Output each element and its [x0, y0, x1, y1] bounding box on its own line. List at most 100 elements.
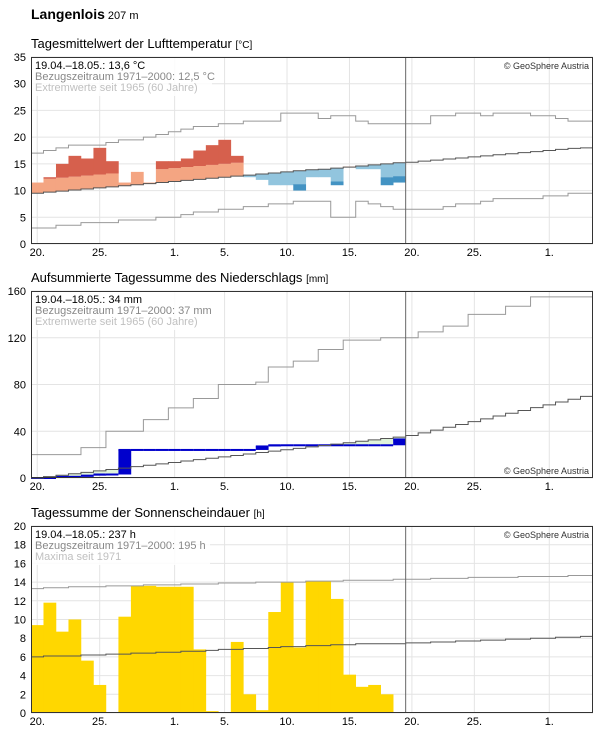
temperature-bar-warm [68, 155, 82, 177]
sunshine-bar [343, 674, 357, 713]
precipitation-x-tick-label: 20. [30, 481, 45, 493]
precipitation-info-reference: Bezugszeitraum 1971–2000: 37 mm [35, 305, 212, 317]
precipitation-info-box [32, 292, 212, 330]
precipitation-x-tick-label: 25. [92, 481, 107, 493]
temperature-bar-above [31, 182, 44, 194]
sunshine-x-tick-label: 5. [220, 716, 229, 728]
precipitation-deficit-area [380, 438, 394, 446]
temperature-bar-above [218, 163, 232, 178]
precipitation-y-tick-label: 120 [8, 333, 26, 345]
sunshine-bar [68, 619, 82, 713]
precipitation-extreme-max-line [31, 296, 593, 456]
temperature-frame [31, 57, 593, 244]
temperature-bar-below [318, 169, 332, 178]
temperature-bar-above [93, 174, 107, 188]
temperature-bar-above [130, 171, 144, 185]
temperature-y-tick-label: 0 [20, 239, 26, 251]
temperature-bar-above [230, 162, 244, 177]
precipitation-x-tick-label: 1. [170, 481, 179, 493]
sunshine-normal-line [31, 635, 593, 658]
temperature-bar-warm [80, 158, 94, 176]
sunshine-x-tick-label: 20. [404, 716, 419, 728]
temperature-x-tick-label: 20. [30, 247, 45, 259]
temperature-bar-above [118, 182, 132, 186]
sunshine-y-tick-label: 12 [14, 596, 26, 608]
precipitation-chart-title: Aufsummierte Tagessumme des Niederschlag… [31, 270, 328, 285]
temperature-bar-warm [205, 145, 219, 165]
sunshine-info-reference: Bezugszeitraum 1971–2000: 195 h [35, 540, 206, 552]
sunshine-bar [318, 581, 332, 713]
temperature-bar-below [368, 164, 381, 170]
station-elevation: 207 m [107, 10, 139, 22]
sunshine-bar [93, 684, 107, 713]
sunshine-unit: [h] [253, 509, 265, 520]
temperature-x-tick-label: 1. [170, 247, 179, 259]
station-name: Langenlois [31, 6, 105, 22]
temperature-x-tick-label: 5. [220, 247, 229, 259]
sunshine-y-tick-label: 2 [20, 689, 26, 701]
precipitation-x-tick-label: 25. [467, 481, 482, 493]
temperature-unit: [°C] [235, 40, 253, 51]
sunshine-x-tick-label: 1. [545, 716, 554, 728]
precipitation-daily-increment [393, 439, 406, 446]
temperature-bar-above [55, 177, 69, 192]
sunshine-frame [31, 526, 593, 713]
temperature-bar-below [305, 169, 319, 178]
sunshine-y-tick-label: 16 [14, 558, 26, 570]
precipitation-y-tick-label: 80 [14, 380, 26, 392]
sunshine-bar [268, 612, 282, 713]
sunshine-bar [355, 686, 369, 713]
sunshine-bar [55, 631, 69, 713]
temperature-bar-above [193, 165, 207, 180]
sunshine-y-tick-label: 10 [14, 615, 26, 627]
temperature-info-reference: Bezugszeitraum 1971–2000: 12,5 °C [35, 71, 215, 83]
precipitation-daily-increment [255, 446, 269, 450]
sunshine-bar [305, 581, 319, 713]
precipitation-info-current: 19.04.–18.05.: 34 mm [35, 294, 142, 306]
temperature-y-tick-label: 25 [14, 105, 26, 117]
precipitation-deficit-area [80, 472, 94, 476]
precipitation-y-tick-label: 40 [14, 426, 26, 438]
temperature-bar-warm [230, 155, 244, 163]
sunshine-chart-title: Tagessumme der Sonnenscheindauer [h] [31, 505, 265, 520]
precipitation-y-tick-label: 0 [20, 473, 26, 485]
temperature-info-current: 19.04.–18.05.: 13,6 °C [35, 60, 145, 72]
sunshine-y-tick-label: 20 [14, 521, 26, 533]
temperature-y-tick-label: 10 [14, 186, 26, 198]
sunshine-bar [280, 582, 294, 713]
sunshine-x-tick-label: 25. [467, 716, 482, 728]
temperature-extreme-max-line [31, 112, 593, 154]
sunshine-bar [330, 598, 344, 713]
temperature-normal-line [31, 147, 593, 194]
temperature-bar-warm [218, 139, 232, 164]
temperature-info-box [32, 58, 212, 96]
temperature-x-tick-label: 20. [404, 247, 419, 259]
precipitation-deficit-area [343, 442, 357, 446]
sunshine-bar [380, 694, 394, 713]
temperature-bar-above [80, 175, 94, 189]
sunshine-bar [180, 586, 194, 713]
temperature-y-tick-label: 30 [14, 79, 26, 91]
temperature-title-text: Tagesmittelwert der Lufttemperatur [31, 36, 232, 51]
temperature-bar-above [43, 178, 57, 193]
precipitation-y-tick-label: 160 [8, 286, 26, 298]
temperature-bar-below [355, 165, 369, 170]
temperature-bar-below [380, 163, 394, 178]
precipitation-info-extreme: Extremwerte seit 1965 (60 Jahre) [35, 316, 198, 328]
temperature-bar-cold [330, 181, 344, 186]
sunshine-info-extreme: Maxima seit 1971 [35, 551, 121, 563]
sunshine-copyright: © GeoSphere Austria [504, 530, 589, 540]
temperature-bar-warm [105, 161, 119, 174]
sunshine-title-text: Tagessumme der Sonnenscheindauer [31, 505, 250, 520]
precipitation-x-tick-label: 15. [342, 481, 357, 493]
sunshine-x-tick-label: 1. [170, 716, 179, 728]
precipitation-deficit-area [93, 470, 107, 475]
precipitation-frame [31, 291, 593, 478]
temperature-bar-below [268, 172, 282, 186]
precipitation-unit: [mm] [306, 274, 329, 285]
precipitation-normal-line [31, 395, 593, 479]
sunshine-bar [243, 694, 257, 713]
sunshine-bar [155, 586, 169, 713]
sunshine-x-tick-label: 10. [279, 716, 294, 728]
